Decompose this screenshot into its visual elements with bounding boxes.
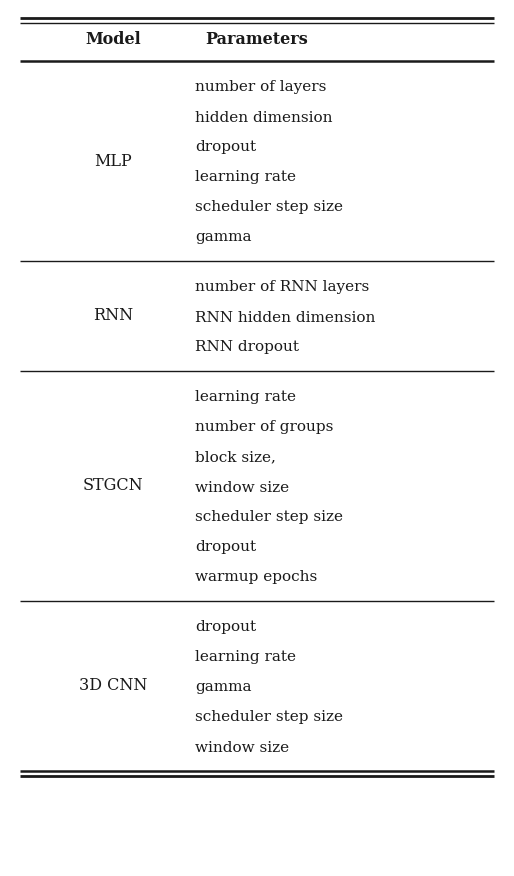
Text: STGCN: STGCN: [83, 477, 143, 494]
Text: hidden dimension: hidden dimension: [195, 110, 333, 124]
Text: dropout: dropout: [195, 540, 256, 555]
Text: warmup epochs: warmup epochs: [195, 570, 318, 584]
Text: dropout: dropout: [195, 620, 256, 634]
Text: block size,: block size,: [195, 450, 276, 464]
Text: window size: window size: [195, 481, 289, 494]
Text: number of layers: number of layers: [195, 81, 327, 95]
Text: learning rate: learning rate: [195, 171, 296, 185]
Text: gamma: gamma: [195, 681, 252, 695]
Text: scheduler step size: scheduler step size: [195, 710, 343, 724]
Text: window size: window size: [195, 740, 289, 754]
Text: gamma: gamma: [195, 230, 252, 244]
Text: RNN dropout: RNN dropout: [195, 341, 299, 355]
Text: number of groups: number of groups: [195, 420, 334, 434]
Text: learning rate: learning rate: [195, 391, 296, 405]
Text: scheduler step size: scheduler step size: [195, 511, 343, 525]
Text: RNN: RNN: [93, 307, 133, 324]
Text: scheduler step size: scheduler step size: [195, 201, 343, 215]
Text: RNN hidden dimension: RNN hidden dimension: [195, 310, 376, 324]
Text: learning rate: learning rate: [195, 651, 296, 665]
Text: Model: Model: [85, 31, 141, 48]
Text: number of RNN layers: number of RNN layers: [195, 280, 370, 294]
Text: 3D CNN: 3D CNN: [79, 677, 148, 695]
Text: Parameters: Parameters: [205, 31, 308, 48]
Text: dropout: dropout: [195, 140, 256, 154]
Text: MLP: MLP: [94, 152, 132, 169]
